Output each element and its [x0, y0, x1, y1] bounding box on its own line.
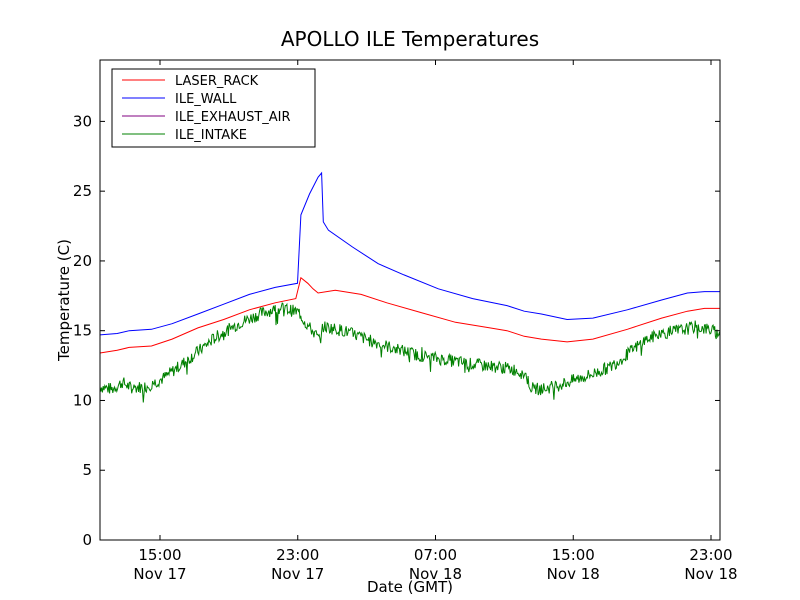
x-tick-date-label: Nov 17 [271, 565, 324, 583]
plot-area-frame [99, 59, 721, 541]
x-tick-time-label: 23:00 [276, 546, 319, 564]
x-tick-time-label: 15:00 [138, 546, 181, 564]
legend-label: LASER_RACK [175, 74, 259, 89]
x-tick-date-label: Nov 17 [133, 565, 186, 583]
y-tick-label: 20 [73, 252, 92, 270]
legend-label: ILE_WALL [175, 92, 237, 107]
series-line-laser-rack [99, 276, 720, 354]
x-tick-time-label: 15:00 [552, 546, 595, 564]
series-line-ile-intake [99, 302, 721, 403]
y-tick-label: 0 [82, 531, 92, 549]
x-axis-label: Date (GMT) [367, 578, 453, 596]
y-tick-label: 25 [73, 182, 92, 200]
legend: LASER_RACK ILE_WALL ILE_EXHAUST_AIR ILE_INT… [111, 68, 316, 148]
y-tick-label: 10 [73, 391, 92, 409]
x-tick-time-label: 07:00 [414, 546, 457, 564]
legend-label: ILE_INTAKE [175, 128, 247, 143]
y-tick-label: 30 [73, 112, 92, 130]
y-axis-ticks: 0 5 10 15 20 25 30 [73, 112, 720, 549]
y-tick-label: 15 [73, 322, 92, 340]
legend-label: ILE_EXHAUST_AIR [175, 110, 291, 125]
chart-title: APOLLO ILE Temperatures [281, 27, 539, 51]
y-tick-label: 5 [82, 461, 92, 479]
y-axis-label: Temperature (C) [55, 239, 73, 362]
series-line-ile-wall [99, 171, 720, 336]
x-tick-date-label: Nov 18 [409, 565, 462, 583]
series-layer [99, 171, 721, 403]
x-tick-time-label: 23:00 [689, 546, 732, 564]
x-tick-date-label: Nov 18 [547, 565, 600, 583]
x-tick-date-label: Nov 18 [684, 565, 737, 583]
